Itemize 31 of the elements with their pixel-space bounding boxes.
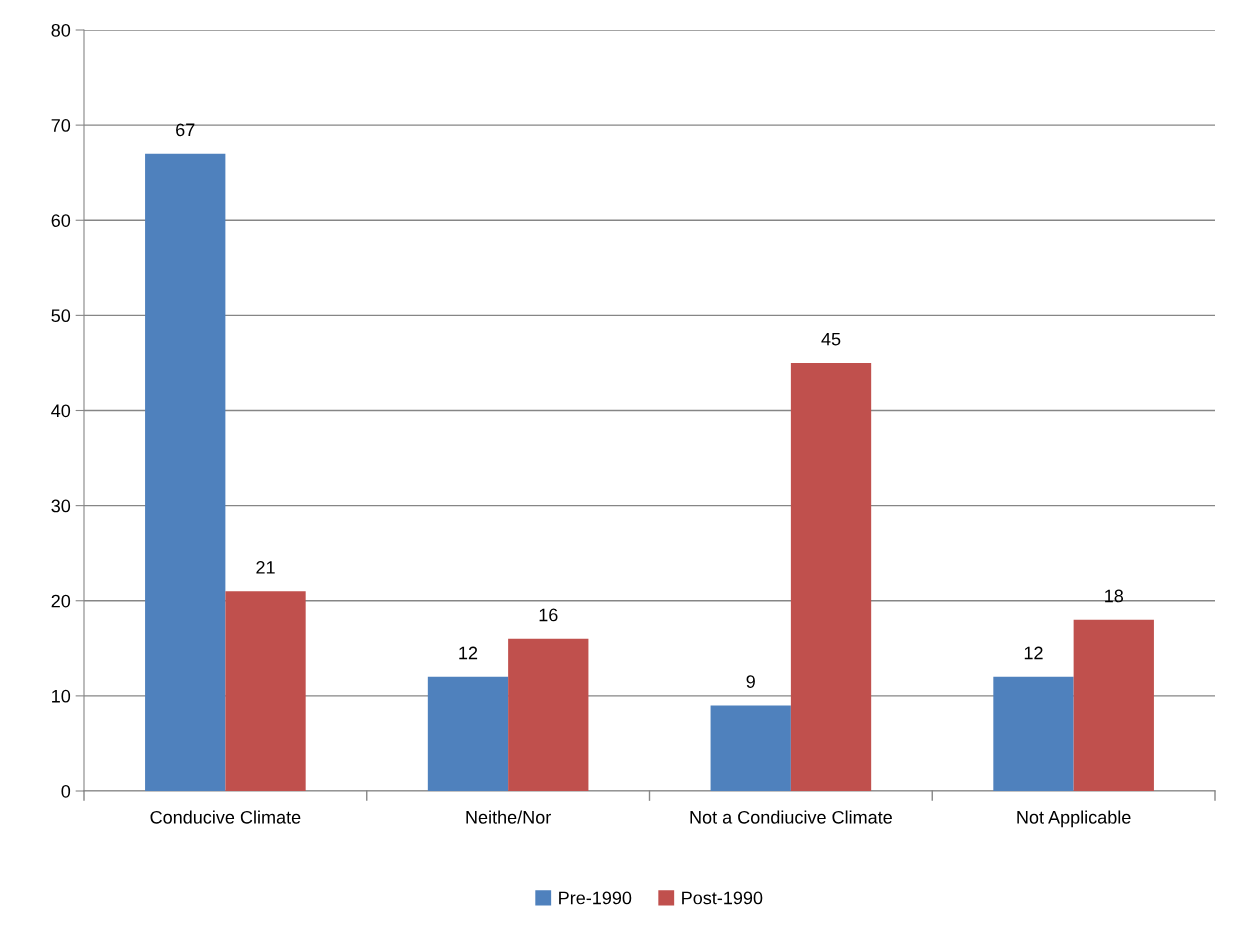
y-tick-label: 0 (61, 784, 71, 798)
data-label: 9 (746, 675, 755, 688)
bar (710, 705, 791, 791)
y-tick-label: 60 (51, 214, 71, 227)
data-label: 21 (256, 560, 275, 574)
data-label: 18 (1105, 589, 1124, 603)
y-tick-label: 50 (51, 309, 71, 323)
x-tick-label: Conducive Climate (150, 810, 301, 824)
data-label: 12 (1024, 646, 1043, 660)
bar (508, 638, 589, 791)
data-label: 16 (539, 608, 558, 622)
bar (225, 591, 306, 791)
legend-label: Post-1990 (682, 891, 763, 905)
y-tick-label: 20 (51, 594, 71, 608)
bar (145, 153, 226, 791)
legend-label: Pre-1990 (559, 891, 632, 905)
x-tick-label: Not Applicable (1017, 810, 1131, 828)
bar (993, 676, 1074, 791)
y-tick-label: 70 (51, 119, 71, 132)
y-tick-label: 30 (51, 499, 71, 513)
bar (427, 676, 509, 791)
data-label: 67 (176, 123, 195, 137)
x-tick-label: Neithe/Nor (466, 810, 551, 824)
y-tick-label: 40 (51, 404, 71, 418)
bar (1073, 619, 1154, 791)
data-label: 45 (821, 332, 841, 346)
data-label: 12 (459, 646, 478, 660)
y-tick-label: 80 (51, 23, 71, 37)
x-tick-label: Not a Condiucive Climate (690, 810, 892, 824)
bar (790, 362, 872, 791)
y-tick-label: 10 (52, 689, 71, 703)
